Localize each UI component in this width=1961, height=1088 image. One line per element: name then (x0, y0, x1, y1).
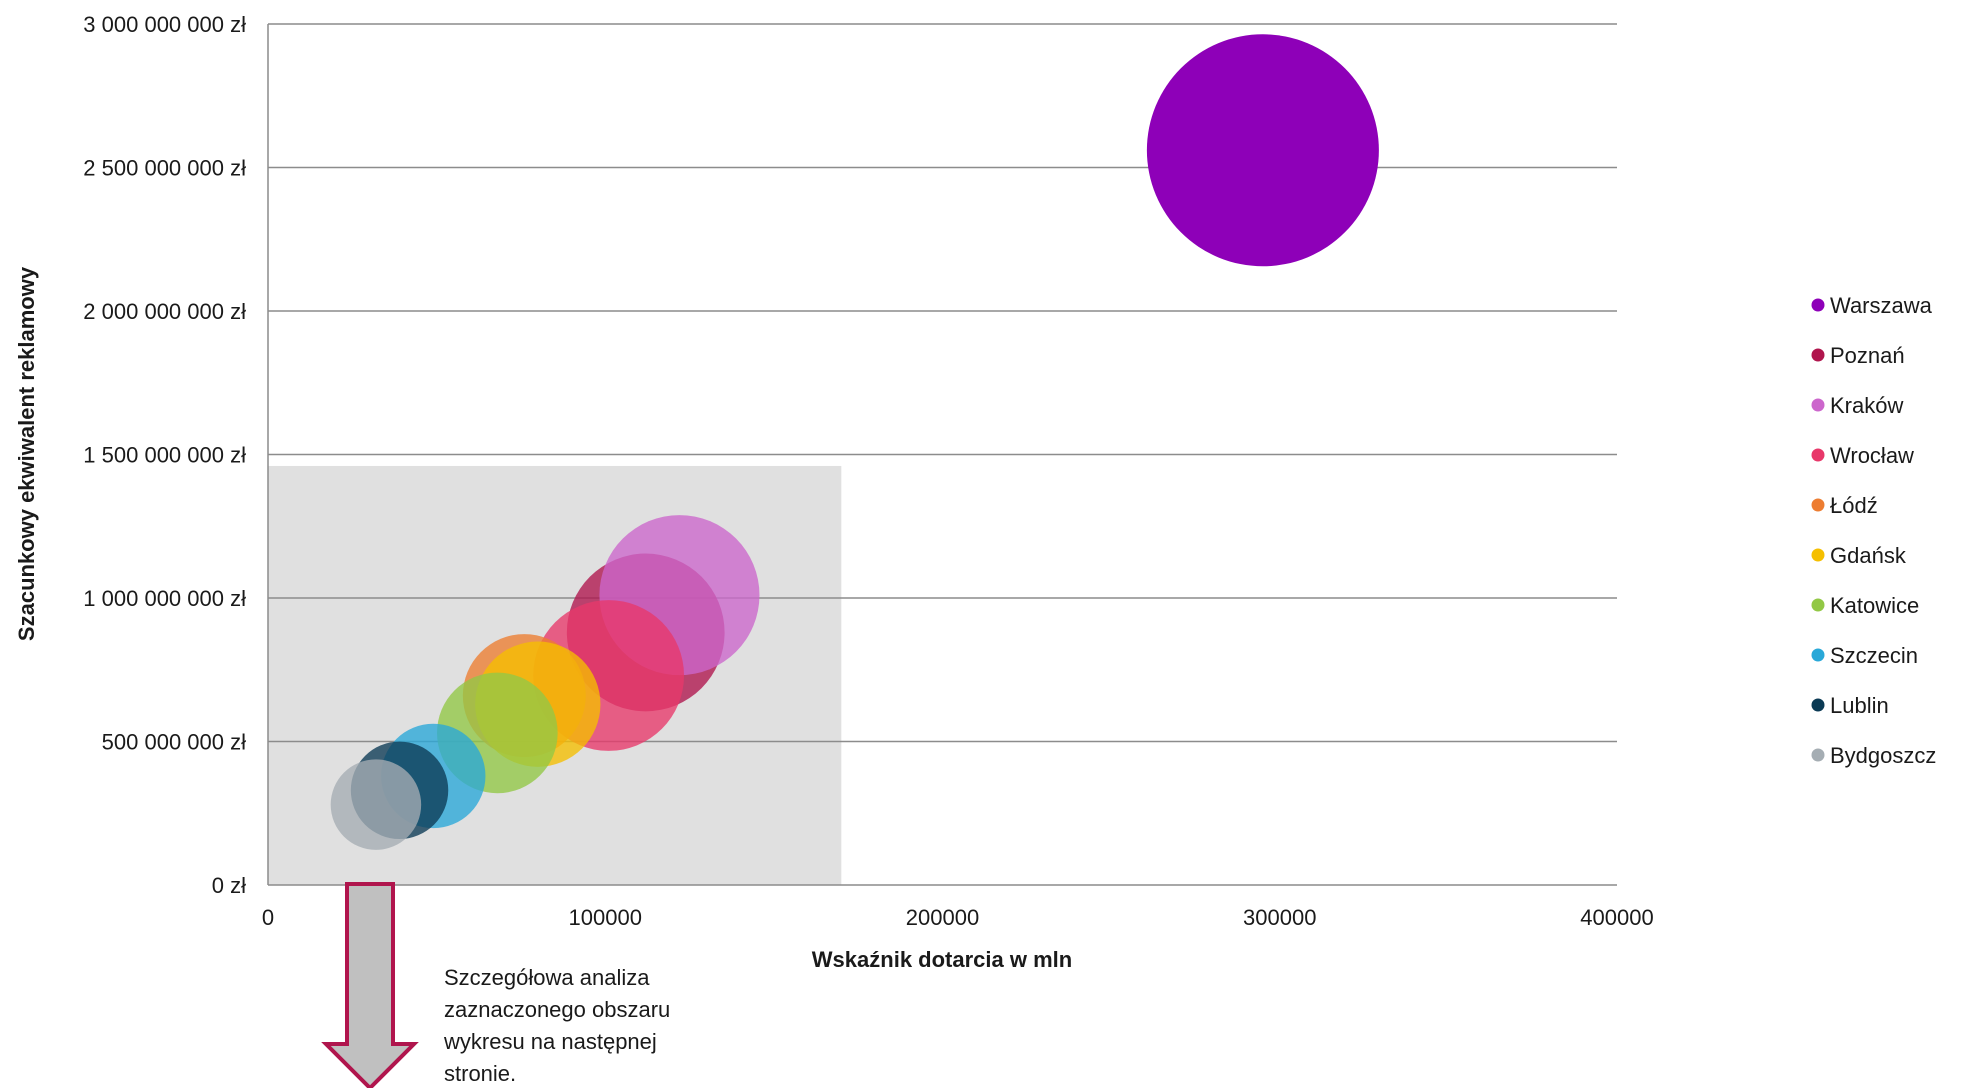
x-tick-label: 200000 (906, 905, 979, 930)
annotation-line-4: stronie. (444, 1061, 516, 1086)
legend-label: Katowice (1830, 593, 1919, 618)
down-arrow-icon (321, 882, 419, 1088)
annotation-line-3: wykresu na następnej (443, 1029, 657, 1054)
x-axis-ticks: 0 100000 200000 300000 400000 (262, 905, 1654, 930)
x-tick-label: 0 (262, 905, 274, 930)
y-tick-label: 2 000 000 000 zł (83, 299, 246, 324)
annotation: Szczegółowa analiza zaznaczonego obszaru… (321, 882, 670, 1088)
legend-marker (1811, 698, 1825, 712)
legend-label: Warszawa (1830, 293, 1933, 318)
legend-label: Lublin (1830, 693, 1889, 718)
annotation-line-1: Szczegółowa analiza (444, 965, 650, 990)
x-tick-label: 300000 (1243, 905, 1316, 930)
annotation-line-2: zaznaczonego obszaru (444, 997, 670, 1022)
bubble-warszawa (1146, 34, 1379, 267)
legend-marker (1811, 498, 1825, 512)
legend-marker (1811, 448, 1825, 462)
legend-marker (1811, 298, 1825, 312)
x-axis-title: Wskaźnik dotarcia w mln (812, 947, 1072, 972)
legend-label: Wrocław (1830, 443, 1914, 468)
legend: Warszawa Poznań Kraków Wrocław Łódź Gdańsk Kat… (1811, 293, 1936, 768)
legend-label: Łódź (1830, 493, 1878, 518)
bubble-bydgoszcz (330, 759, 422, 850)
legend-label: Gdańsk (1830, 543, 1907, 568)
legend-marker (1811, 548, 1825, 562)
legend-label: Szczecin (1830, 643, 1918, 668)
x-tick-label: 100000 (569, 905, 642, 930)
y-tick-label: 0 zł (212, 873, 246, 898)
x-tick-label: 400000 (1580, 905, 1653, 930)
y-tick-label: 2 500 000 000 zł (83, 156, 246, 181)
y-tick-label: 1 000 000 000 zł (83, 586, 246, 611)
legend-label: Poznań (1830, 343, 1905, 368)
legend-label: Bydgoszcz (1830, 743, 1936, 768)
legend-marker (1811, 398, 1825, 412)
legend-marker (1811, 748, 1825, 762)
legend-label: Kraków (1830, 393, 1903, 418)
y-tick-label: 500 000 000 zł (102, 730, 246, 755)
y-axis-ticks: 0 zł 500 000 000 zł 1 000 000 000 zł 1 500 … (83, 12, 246, 898)
bubbles (330, 34, 1379, 850)
legend-marker (1811, 648, 1825, 662)
y-tick-label: 3 000 000 000 zł (83, 12, 246, 37)
legend-marker (1811, 348, 1825, 362)
y-axis-title: Szacunkowy ekwiwalent reklamowy (14, 266, 39, 641)
y-tick-label: 1 500 000 000 zł (83, 443, 246, 468)
legend-marker (1811, 598, 1825, 612)
